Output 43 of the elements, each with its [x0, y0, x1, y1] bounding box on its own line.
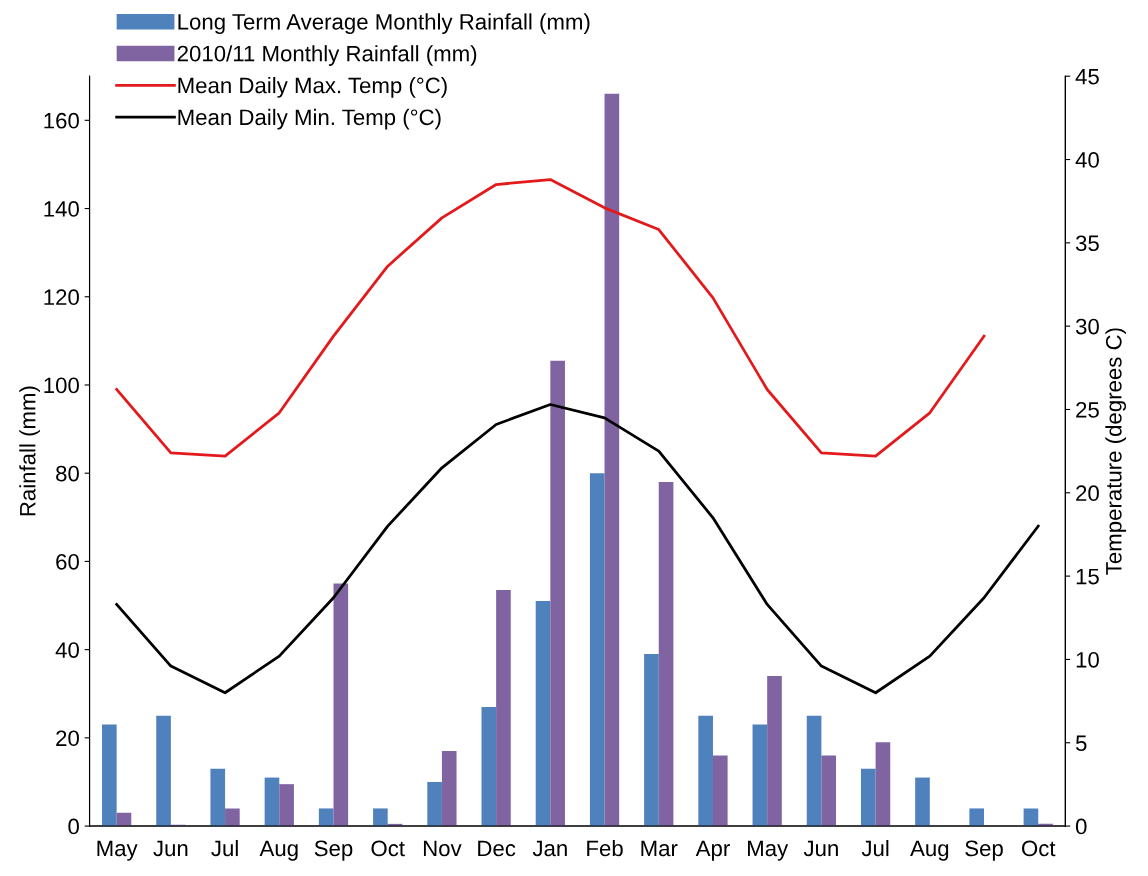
- y2-tick-label: 0: [1075, 818, 1087, 835]
- legend-label: 2010/11 Monthly Rainfall (mm): [177, 45, 477, 66]
- x-tick-label: May: [97, 840, 138, 861]
- x-tick-label: Jul: [861, 839, 889, 857]
- x-tick-label: May: [748, 840, 789, 861]
- legend-label: Long Term Average Monthly Rainfall (mm): [178, 13, 590, 35]
- x-tick-label: Oct: [1022, 840, 1056, 857]
- x-tick-label: Mar: [641, 840, 678, 857]
- y-tick-label: 80: [56, 465, 79, 482]
- x-tick-label: Aug: [910, 840, 949, 861]
- y2-tick-label: 25: [1076, 402, 1099, 418]
- y2-tick-label: 40: [1075, 152, 1099, 168]
- y-tick-label: 20: [56, 730, 79, 747]
- y2-tick-label: 35: [1075, 235, 1099, 252]
- x-tick-label: Feb: [587, 839, 623, 857]
- x-tick-label: Sep: [314, 840, 353, 861]
- x-tick-label: Jun: [803, 840, 838, 857]
- y2-tick-label: 5: [1075, 735, 1087, 752]
- legend-label: Mean Daily Min. Temp (°C): [178, 108, 441, 130]
- y-tick-label: 140: [44, 201, 79, 217]
- y-tick-label: 100: [44, 377, 79, 394]
- y-tick-label: 0: [68, 818, 79, 835]
- y2-tick-label: 15: [1076, 568, 1099, 585]
- legend-label: Mean Daily Max. Temp (°C): [178, 76, 447, 98]
- x-tick-label: Apr: [695, 840, 730, 861]
- y2-tick-label: 10: [1076, 651, 1099, 668]
- y-tick-label: 60: [56, 553, 79, 570]
- y2-tick-label: 20: [1076, 485, 1099, 502]
- y-tick-label: 160: [44, 112, 79, 129]
- y2-tick-label: 30: [1075, 318, 1099, 335]
- x-tick-label: Jan: [532, 840, 567, 857]
- x-tick-label: Jul: [211, 839, 238, 857]
- x-tick-label: Oct: [371, 840, 405, 857]
- y-tick-label: 120: [44, 289, 79, 306]
- y-axis-title: Rainfall (mm): [19, 386, 40, 516]
- x-tick-label: Dec: [478, 840, 516, 857]
- x-tick-label: Jun: [153, 840, 188, 857]
- y2-axis-title: Temperature (degrees C): [1105, 328, 1127, 575]
- y-tick-label: 40: [55, 642, 79, 658]
- x-tick-label: Sep: [965, 840, 1003, 861]
- y2-tick-label: 45: [1075, 68, 1099, 85]
- x-tick-label: Aug: [259, 840, 298, 861]
- x-tick-label: Nov: [423, 840, 462, 857]
